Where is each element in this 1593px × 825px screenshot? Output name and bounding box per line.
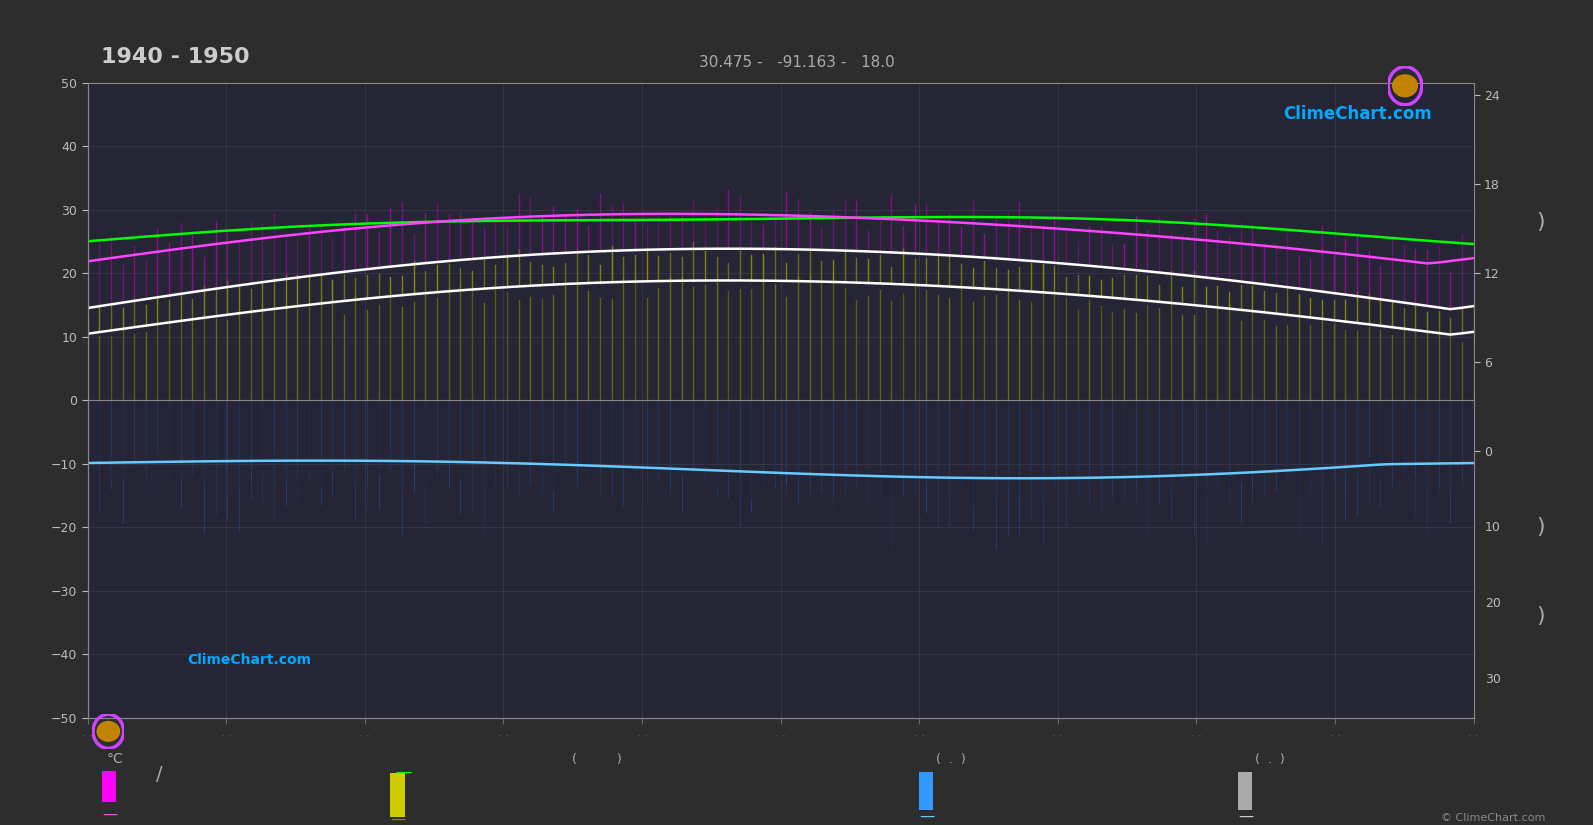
Text: (          ): ( ) [572,753,623,766]
Text: —: — [395,763,411,781]
Text: /: / [156,765,162,784]
Text: —: — [919,808,935,824]
Text: © ClimeChart.com: © ClimeChart.com [1440,813,1545,823]
Text: 10: 10 [1485,521,1501,534]
Text: 1940 - 1950: 1940 - 1950 [102,47,250,67]
Text: 20: 20 [1485,597,1501,610]
Text: —: — [102,807,118,823]
Text: (  .  ): ( . ) [937,753,965,766]
Text: 30: 30 [1485,673,1501,686]
Ellipse shape [1392,75,1418,97]
Ellipse shape [97,722,119,741]
Text: (  .  ): ( . ) [1255,753,1284,766]
Text: —: — [390,811,406,825]
Text: ): ) [1536,212,1545,233]
Text: ): ) [1536,606,1545,626]
Text: °C: °C [107,752,124,766]
Text: —: — [1238,808,1254,824]
Text: ): ) [1536,517,1545,537]
Text: ClimeChart.com: ClimeChart.com [188,653,311,667]
Text: 30.475 -   -91.163 -   18.0: 30.475 - -91.163 - 18.0 [699,55,894,70]
Text: ClimeChart.com: ClimeChart.com [1284,105,1432,123]
